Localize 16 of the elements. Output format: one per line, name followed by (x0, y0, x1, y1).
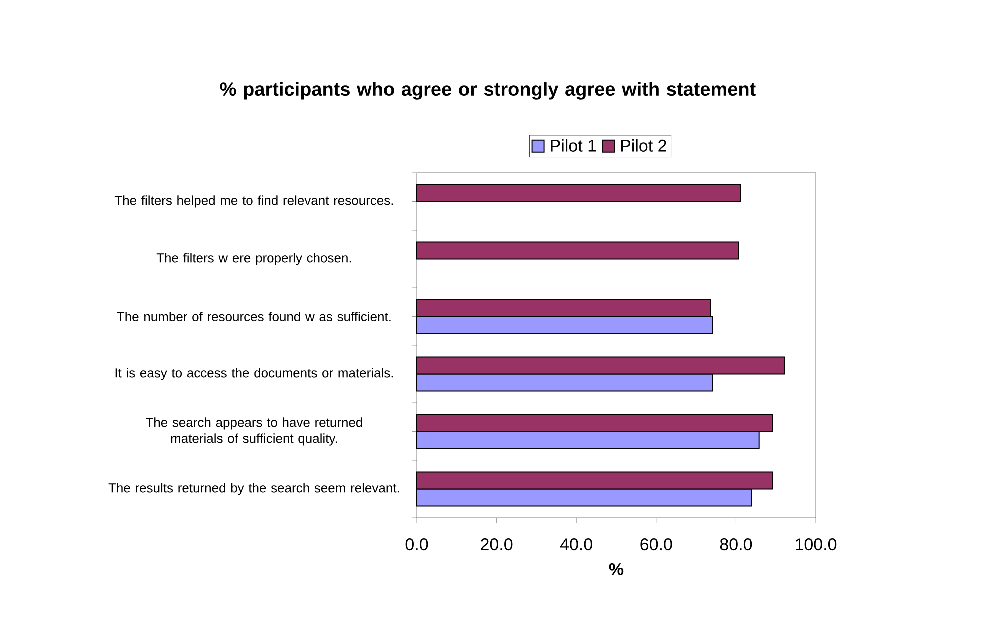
y-tick-label: It is easy to access the documents or materials. (116, 368, 394, 380)
y-tick-label: The filters w ere properly chosen. (156, 253, 352, 266)
y-tick-label: The number of resources found w as sufficient. (117, 312, 391, 322)
x-tick-label: 60.0 (640, 538, 672, 551)
y-tick-label: The filters helped me to find relevant resources. (114, 196, 394, 208)
legend-label: Pilot 1 (551, 139, 596, 152)
y-tick-label: The search appears to have returned materials of sufficient quality. (146, 418, 362, 446)
legend-label: Pilot 2 (621, 139, 666, 152)
x-tick-label: 20.0 (481, 538, 513, 551)
x-tick-label: 40.0 (560, 538, 592, 551)
chart-title: % participants who agree or strongly agree with statement (220, 82, 756, 100)
x-axis-title: % (609, 563, 624, 576)
x-tick-label: 100.0 (796, 538, 837, 551)
x-tick-label: 80.0 (720, 538, 752, 551)
x-tick-label: 0.0 (406, 538, 428, 551)
y-tick-label: The results returned by the search seem relevant. (108, 483, 400, 496)
